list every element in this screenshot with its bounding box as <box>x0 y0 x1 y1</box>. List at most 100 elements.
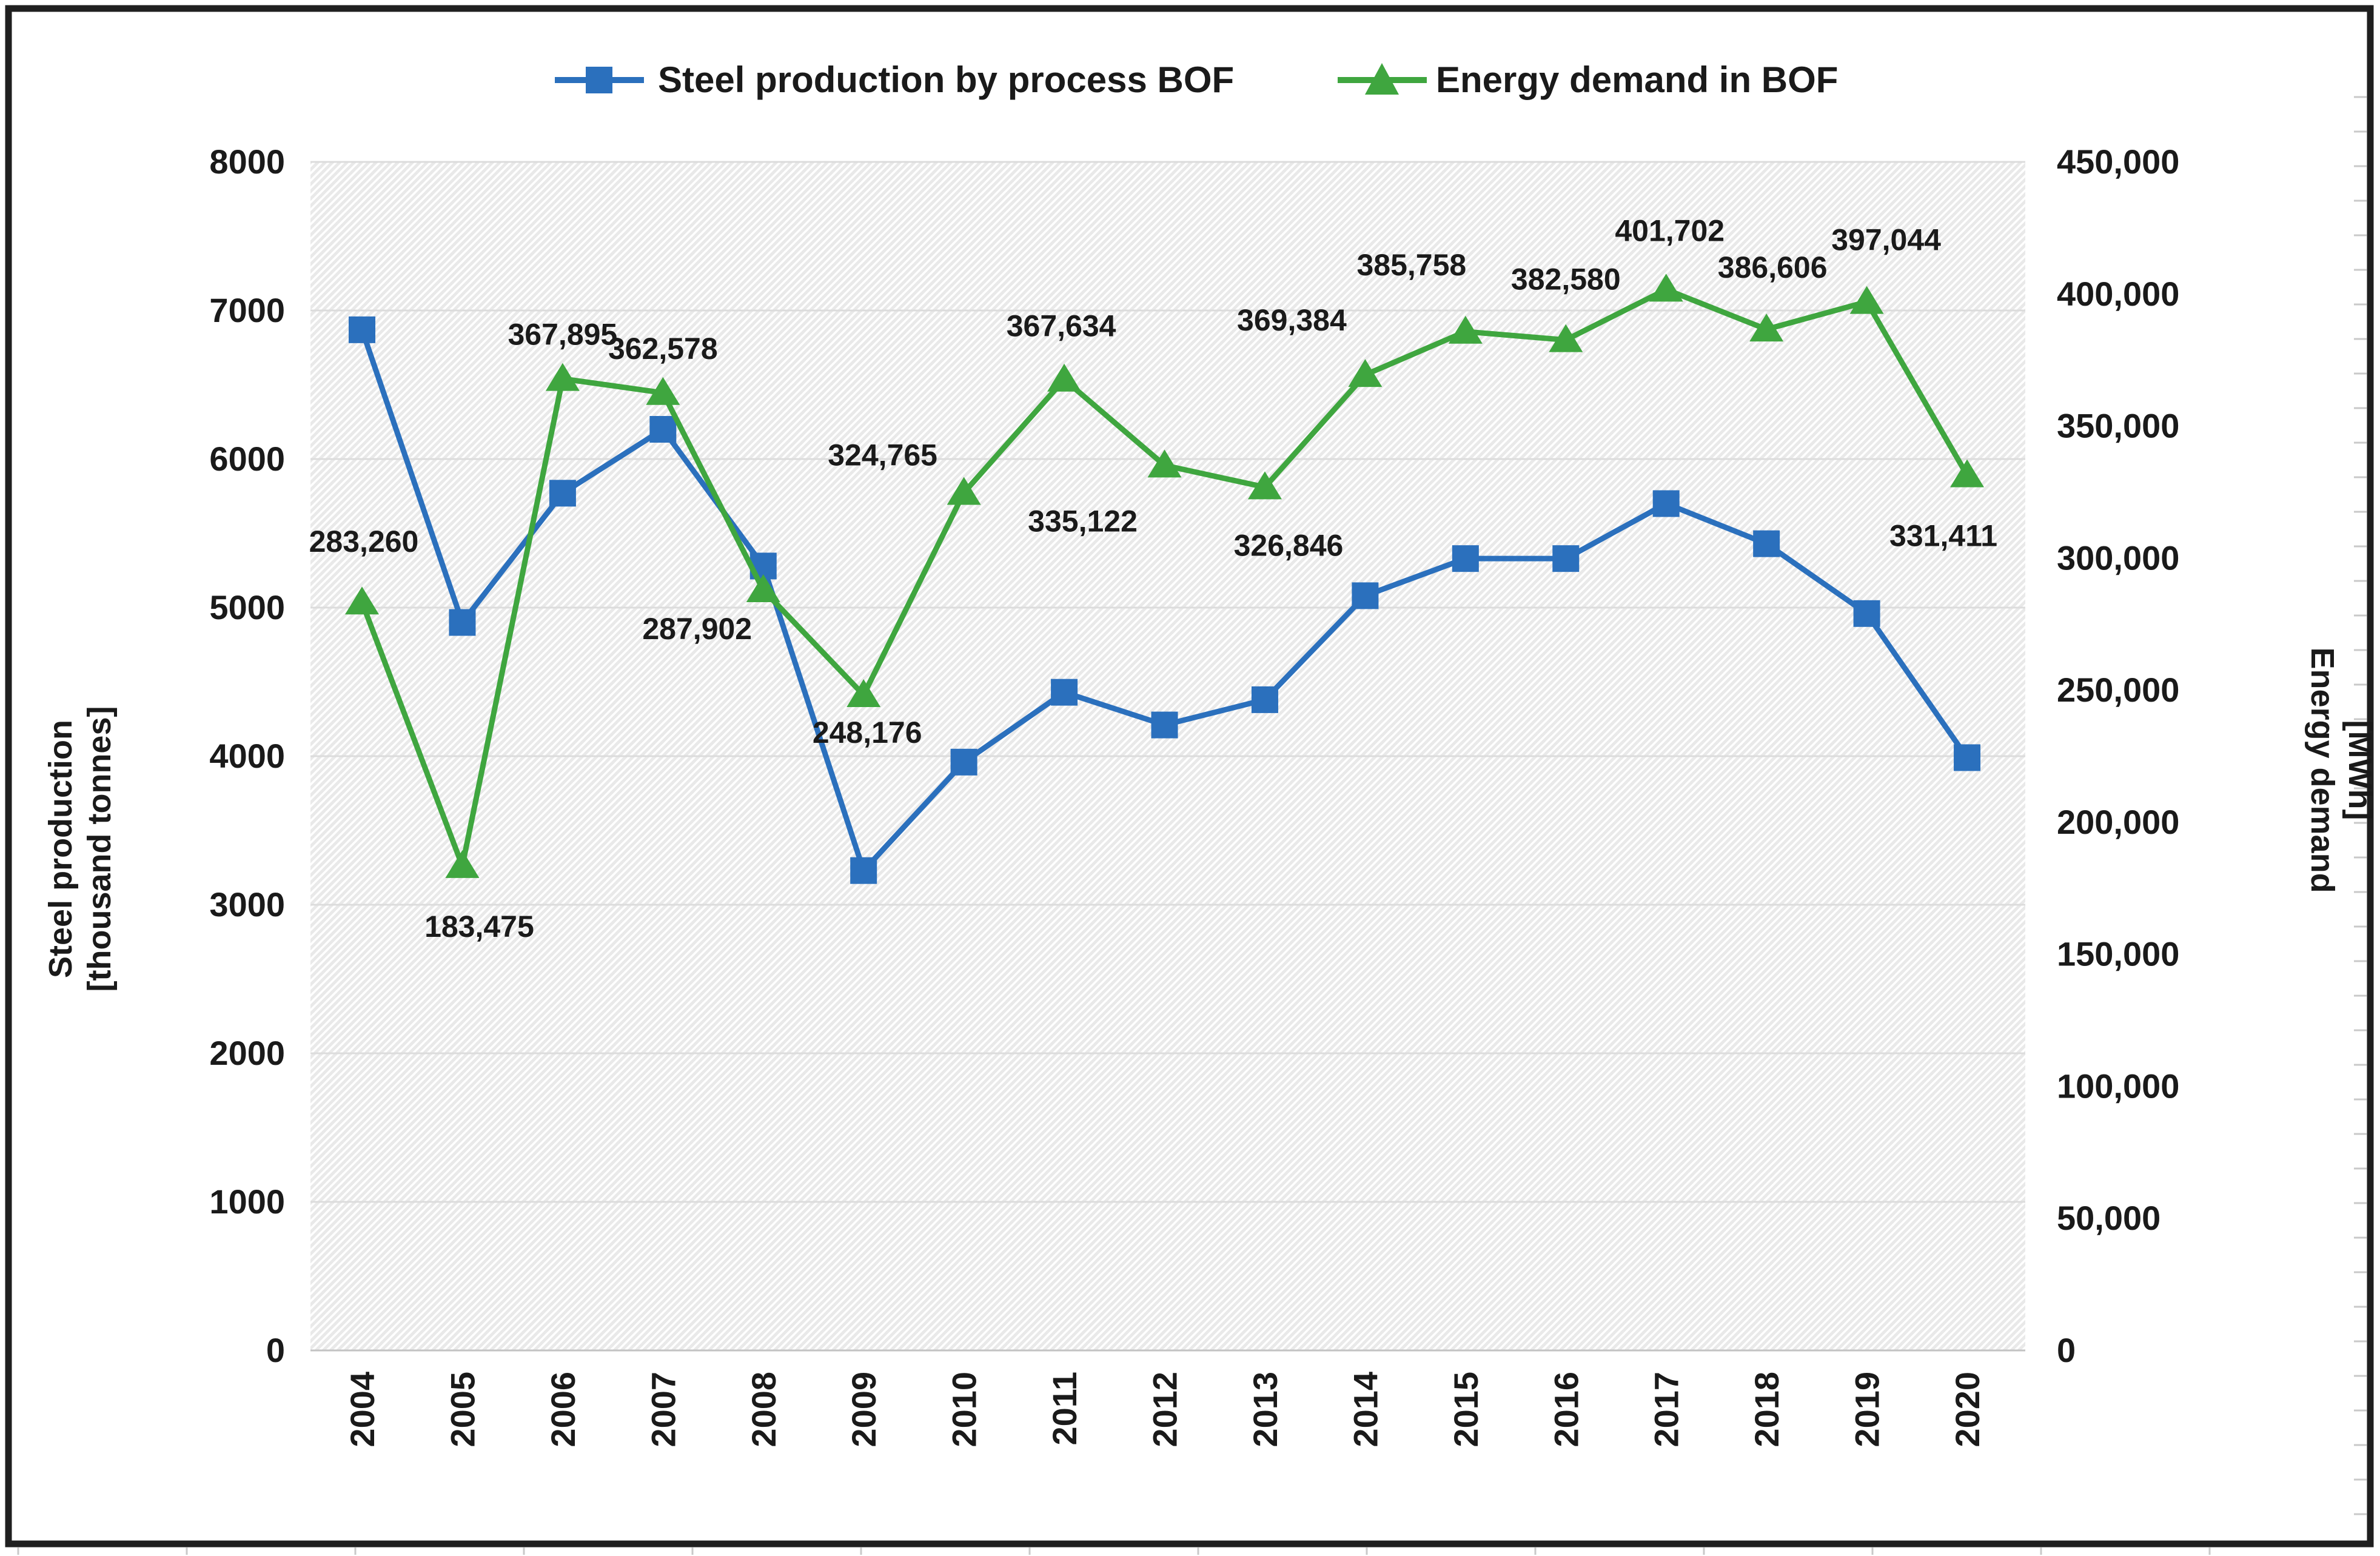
x-axis-tick: 2009 <box>845 1372 883 1447</box>
left-axis-tick: 6000 <box>209 440 285 478</box>
right-axis-tick: 350,000 <box>2057 407 2179 445</box>
data-label: 331,411 <box>1889 519 1997 553</box>
triangle-marker <box>445 850 480 878</box>
legend-label: Energy demand in BOF <box>1436 59 1838 100</box>
data-label: 183,475 <box>424 910 534 944</box>
data-label: 382,580 <box>1511 263 1621 297</box>
right-axis-tick: 50,000 <box>2057 1199 2160 1237</box>
legend-label: Steel production by process BOF <box>658 59 1234 100</box>
square-marker <box>1954 744 1981 771</box>
x-axis-tick: 2018 <box>1748 1372 1786 1447</box>
right-axis-title: Energy demand <box>2304 647 2341 893</box>
square-marker <box>649 416 677 443</box>
triangle-marker <box>746 574 780 603</box>
square-marker <box>1853 600 1880 627</box>
border-rect <box>5 5 2374 1548</box>
data-label: 401,702 <box>1615 213 1725 247</box>
triangle-marker <box>1247 471 1282 500</box>
data-label: 248,176 <box>813 716 922 749</box>
x-axis-tick: 2017 <box>1648 1372 1686 1447</box>
triangle-marker <box>1047 363 1082 392</box>
left-axis-tick: 1000 <box>209 1182 285 1221</box>
triangle-marker <box>846 679 881 708</box>
left-axis-tick: 4000 <box>209 737 285 775</box>
right-axis-tick: 100,000 <box>2057 1067 2179 1105</box>
outer-frame <box>5 5 2374 1555</box>
square-marker <box>349 316 375 343</box>
triangle-marker <box>947 477 981 505</box>
left-axis-tick: 0 <box>266 1331 285 1369</box>
left-axis-tick: 8000 <box>209 143 285 181</box>
x-axis-tick: 2013 <box>1246 1372 1284 1447</box>
left-axis-title: Steel production <box>42 720 79 978</box>
data-label: 367,895 <box>508 318 618 352</box>
triangle-marker <box>345 586 379 615</box>
right-axis-tick: 400,000 <box>2057 275 2179 313</box>
legend: Steel production by process BOF Energy de… <box>555 59 1838 100</box>
square-marker <box>850 857 877 884</box>
x-axis-tick: 2019 <box>1848 1372 1886 1447</box>
series-lines <box>345 273 1985 884</box>
x-axis-tick: 2008 <box>745 1372 783 1447</box>
right-axis-tick: 150,000 <box>2057 935 2179 973</box>
axis-tick-labels: 8000 7000 6000 5000 4000 3000 2000 1000 0 450,000… <box>209 143 2179 1447</box>
square-marker <box>1251 686 1278 713</box>
left-axis-tick: 3000 <box>209 885 285 924</box>
triangle-marker <box>1147 449 1182 478</box>
right-axis-tick: 250,000 <box>2057 671 2179 709</box>
data-label: 397,044 <box>1831 223 1941 257</box>
left-axis-tick: 2000 <box>209 1034 285 1072</box>
x-axis-tick: 2014 <box>1346 1372 1384 1447</box>
data-label: 287,902 <box>642 612 752 646</box>
x-axis-tick: 2006 <box>544 1372 582 1447</box>
square-marker <box>950 748 977 776</box>
x-axis-tick: 2010 <box>945 1372 984 1447</box>
data-label: 385,758 <box>1356 248 1466 282</box>
x-axis-tick: 2020 <box>1948 1372 1986 1447</box>
x-axis-tick: 2004 <box>343 1372 381 1447</box>
square-marker <box>449 609 476 636</box>
triangle-marker <box>1649 273 1683 302</box>
right-axis-tick: 0 <box>2057 1331 2076 1369</box>
data-label: 386,606 <box>1718 250 1828 284</box>
data-label: 335,122 <box>1028 504 1138 538</box>
square-marker <box>1151 711 1178 739</box>
gridlines <box>310 161 2025 1352</box>
left-axis-tick: 7000 <box>209 291 285 329</box>
square-marker <box>1552 545 1580 572</box>
x-axis-tick: 2005 <box>443 1372 481 1447</box>
x-axis-tick: 2012 <box>1146 1372 1184 1447</box>
legend-triangle-marker <box>1365 63 1399 95</box>
square-marker <box>1352 582 1379 609</box>
x-axis-tick: 2011 <box>1045 1372 1084 1446</box>
triangle-marker <box>545 363 580 391</box>
axis-titles: Steel production [thousand tonnes] Energy … <box>42 647 2378 991</box>
triangle-marker <box>1950 459 1985 488</box>
right-axis-title: [MWh] <box>2342 720 2378 820</box>
right-axis-tick: 200,000 <box>2057 803 2179 841</box>
square-marker <box>1051 679 1078 706</box>
square-marker <box>1753 530 1780 557</box>
triangle-marker <box>646 377 680 405</box>
data-label: 367,634 <box>1007 309 1116 343</box>
x-axis-tick: 2007 <box>644 1372 682 1447</box>
left-axis-title: [thousand tonnes] <box>81 706 118 992</box>
data-label: 362,578 <box>608 332 718 366</box>
right-axis-tick: 300,000 <box>2057 538 2179 577</box>
triangle-marker <box>1448 315 1483 344</box>
x-axis-tick: 2016 <box>1547 1372 1585 1447</box>
legend-square-marker <box>586 67 612 93</box>
x-axis-tick: 2015 <box>1447 1372 1485 1447</box>
data-label: 324,765 <box>828 438 937 472</box>
triangle-marker <box>1348 359 1383 387</box>
data-label: 369,384 <box>1237 303 1347 337</box>
square-marker <box>1652 490 1680 517</box>
triangle-marker <box>1849 286 1884 314</box>
triangle-marker <box>1749 314 1784 342</box>
right-axis-tick: 450,000 <box>2057 143 2179 181</box>
data-label: 326,846 <box>1234 528 1344 562</box>
left-axis-tick: 5000 <box>209 588 285 626</box>
square-marker <box>1452 545 1479 572</box>
